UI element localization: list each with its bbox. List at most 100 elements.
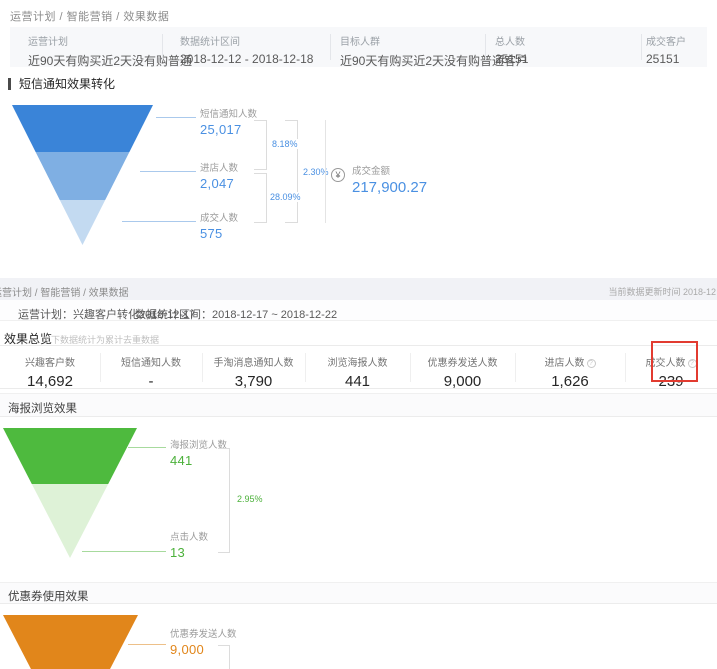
metric-column-0: 兴趣客户数 14,692 <box>0 346 100 390</box>
funnel-level-converted: 成交人数 575 <box>200 210 238 241</box>
connector-line <box>128 644 166 645</box>
connector-line <box>82 551 166 552</box>
info-range-label: 数据统计区间 <box>180 37 240 48</box>
connector-line <box>140 171 196 172</box>
plan-summary-row: 运营计划：兴趣客户转化2018-12-17 数据统计区间：2018-12-17 … <box>0 300 717 321</box>
update-time: 当前数据更新时间 2018-12 <box>608 287 716 297</box>
metric-column-4: 优惠券发送人数 9,000 <box>410 346 515 390</box>
funnel-segment-1 <box>3 615 138 669</box>
funnel-level-visited: 进店人数 2,047 <box>200 160 238 191</box>
metric-column-3: 浏览海报人数 441 <box>305 346 410 390</box>
campaign-info-bar: 运营计划 近90天有购买近2天没有购普通 数据统计区间 2018-12-12 -… <box>10 27 707 69</box>
divider <box>641 34 642 60</box>
info-plan-value: 近90天有购买近2天没有购普通 <box>28 54 193 68</box>
metric-value: - <box>148 373 154 390</box>
info-total-label: 总人数 <box>495 37 525 48</box>
highlight-box <box>651 341 698 382</box>
breadcrumb[interactable]: 运营计划 / 智能营销 / 效果数据 <box>10 11 170 23</box>
level-value: 441 <box>170 453 193 468</box>
poster-section-header: 海报浏览效果 <box>0 393 717 417</box>
info-audience-label: 目标人群 <box>340 37 380 48</box>
metric-label: 浏览海报人数 <box>327 358 388 369</box>
info-plan-label: 运营计划 <box>28 37 68 48</box>
level-label: 短信通知人数 <box>200 109 258 120</box>
deal-amount-value: 217,900.27 <box>352 179 428 196</box>
funnel-segment-1 <box>3 428 137 484</box>
coupon-section-title: 优惠券使用效果 <box>8 591 89 603</box>
stat-range: 数据统计区间：2018-12-17 ~ 2018-12-22 <box>135 309 338 321</box>
metric-label: 短信通知人数 <box>121 358 181 369</box>
poster-rate: 2.95% <box>236 494 264 504</box>
info-range-value: 2018-12-12 - 2018-12-18 <box>180 52 314 66</box>
metric-value: 441 <box>344 373 371 390</box>
connector-line <box>122 221 196 222</box>
level-label: 优惠券发送人数 <box>170 629 237 640</box>
info-total-value: 25151 <box>495 52 529 66</box>
metric-label: 优惠券发送人数 <box>427 358 498 369</box>
rate-bracket <box>218 645 230 669</box>
metrics-row: 兴趣客户数 14,692 短信通知人数 - 手淘消息通知人数 3,790 浏览海报人数 441… <box>0 345 717 390</box>
poster-level-views: 海报浏览人数 441 <box>170 437 227 468</box>
metric-label: 手淘消息通知人数 <box>213 358 294 369</box>
metric-label: 进店人数? <box>515 354 625 369</box>
level-label: 点击人数 <box>170 532 209 543</box>
metric-value: 9,000 <box>443 373 482 390</box>
metric-value: 14,692 <box>27 373 73 390</box>
funnel-level-notified: 短信通知人数 25,017 <box>200 106 257 137</box>
plan-name: 运营计划：兴趣客户转化2018-12-17 <box>18 309 196 321</box>
step-rate-2: 28.09% <box>269 192 302 202</box>
currency-icon: ¥ <box>331 168 345 182</box>
level-value: 9,000 <box>170 642 205 657</box>
info-deal-value: 25151 <box>646 52 680 66</box>
level-value: 575 <box>200 226 223 241</box>
level-label: 海报浏览人数 <box>170 440 228 451</box>
funnel-segment-3 <box>59 200 106 245</box>
rate-bracket <box>254 120 267 170</box>
poster-funnel-chart <box>3 428 137 558</box>
level-value: 13 <box>170 545 186 560</box>
info-deal-label: 成交客户 <box>646 37 686 48</box>
deal-amount: 成交金额 217,900.27 <box>352 163 427 196</box>
metric-label: 兴趣客户数 <box>25 358 75 369</box>
rate-bracket <box>218 448 230 553</box>
info-plan: 运营计划 近90天有购买近2天没有购普通 <box>28 33 192 69</box>
level-value: 2,047 <box>200 176 235 191</box>
info-audience: 目标人群 近90天有购买近2天没有购普通客户 <box>340 33 528 69</box>
level-label: 成交人数 <box>200 213 239 224</box>
breadcrumb[interactable]: 运营计划 / 智能营销 / 效果数据 <box>0 288 129 299</box>
sms-funnel-section-title: 短信通知效果转化 <box>8 78 115 90</box>
funnel-segment-2 <box>31 484 109 558</box>
connector-line <box>156 117 196 118</box>
metric-column-2: 手淘消息通知人数 3,790 <box>202 346 305 390</box>
metric-value: 3,790 <box>234 373 273 390</box>
info-total: 总人数 25151 <box>495 33 528 66</box>
poster-section-title: 海报浏览效果 <box>8 403 77 415</box>
info-deal-customers: 成交客户 25151 <box>646 33 686 66</box>
info-audience-value: 近90天有购买近2天没有购普通客户 <box>340 54 529 68</box>
funnel-segment-1 <box>12 105 153 152</box>
rate-bracket <box>285 120 298 223</box>
divider <box>162 34 163 60</box>
overview-title: 效果总览 <box>4 332 53 346</box>
deal-amount-label: 成交金额 <box>352 166 391 177</box>
metric-value: 1,626 <box>551 373 589 390</box>
divider <box>485 34 486 60</box>
step-rate-1: 8.18% <box>271 139 299 149</box>
poster-level-clicks: 点击人数 13 <box>170 529 208 560</box>
overview-note: 以下数据统计为累计去重数据 <box>42 335 160 345</box>
info-range: 数据统计区间 2018-12-12 - 2018-12-18 <box>180 33 313 66</box>
divider <box>330 34 331 60</box>
connector-line <box>128 447 166 448</box>
metric-column-5: 进店人数? 1,626 <box>515 346 625 390</box>
coupon-level-sent: 优惠券发送人数 9,000 <box>170 626 237 657</box>
funnel-segment-2 <box>35 152 130 200</box>
level-value: 25,017 <box>200 122 242 137</box>
sms-funnel-chart <box>12 105 153 245</box>
metric-column-1: 短信通知人数 - <box>100 346 202 390</box>
info-icon[interactable]: ? <box>586 359 596 368</box>
coupon-funnel-chart <box>3 615 138 669</box>
divider <box>325 120 326 223</box>
level-label: 进店人数 <box>200 163 239 174</box>
rate-bracket <box>254 173 267 223</box>
